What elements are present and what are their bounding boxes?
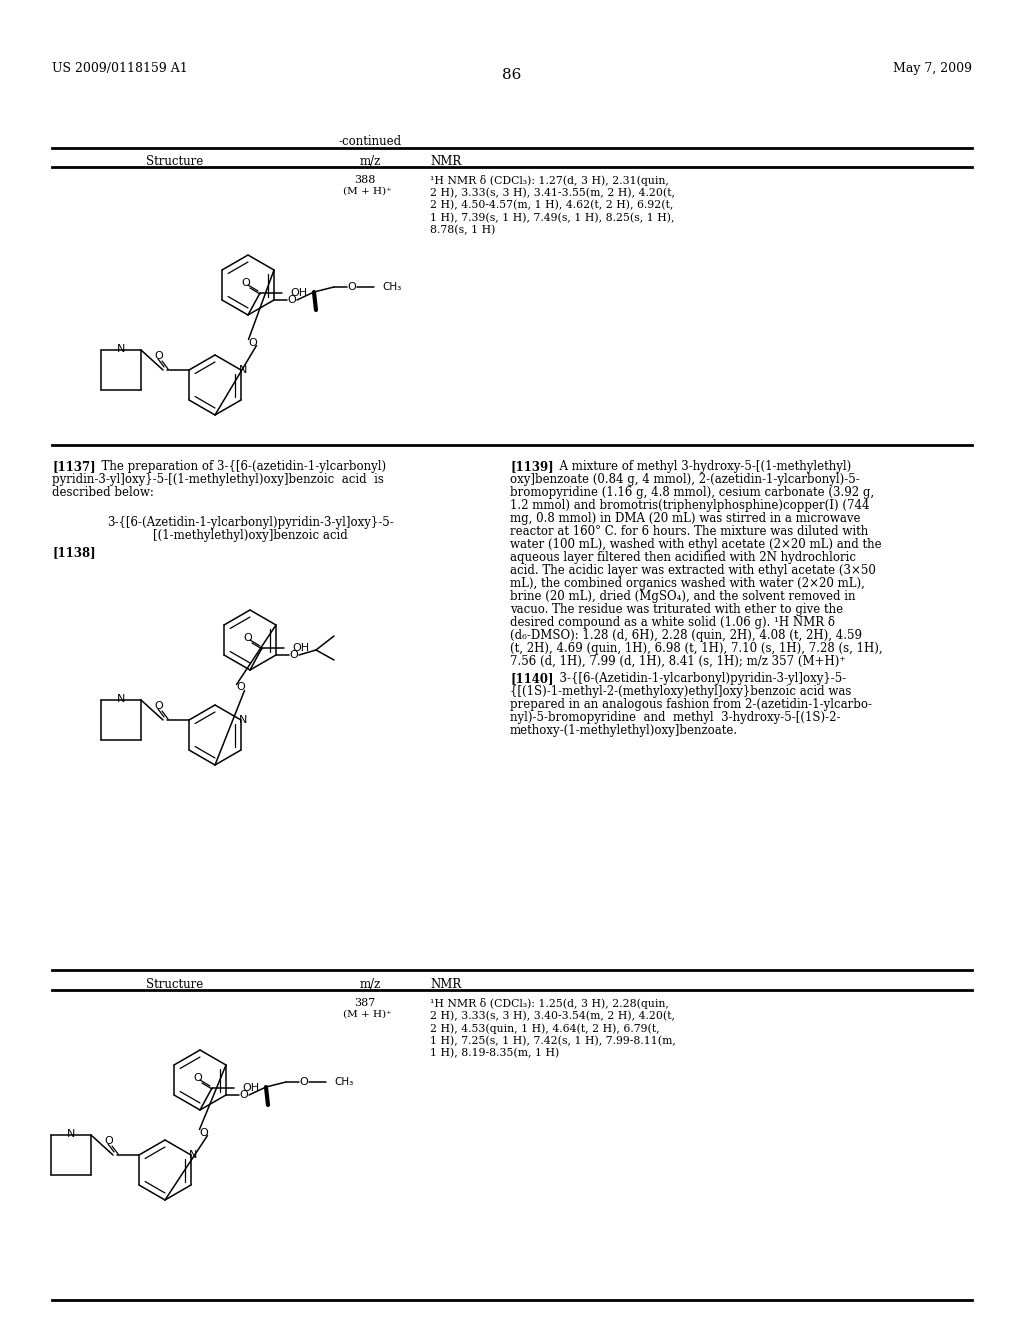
Text: [(1-methylethyl)oxy]benzoic acid: [(1-methylethyl)oxy]benzoic acid [153, 529, 347, 543]
Text: 1 H), 7.25(s, 1 H), 7.42(s, 1 H), 7.99-8.11(m,: 1 H), 7.25(s, 1 H), 7.42(s, 1 H), 7.99-8… [430, 1035, 676, 1045]
Text: O: O [194, 1073, 203, 1082]
Text: 1 H), 8.19-8.35(m, 1 H): 1 H), 8.19-8.35(m, 1 H) [430, 1048, 559, 1059]
Text: N: N [67, 1129, 75, 1139]
Text: {[(1S)-1-methyl-2-(methyloxy)ethyl]oxy}benzoic acid was: {[(1S)-1-methyl-2-(methyloxy)ethyl]oxy}b… [510, 685, 851, 698]
Text: O: O [242, 279, 251, 288]
Text: (M + H)⁺: (M + H)⁺ [343, 1010, 391, 1019]
Text: methoxy-(1-methylethyl)oxy]benzoate.: methoxy-(1-methylethyl)oxy]benzoate. [510, 723, 738, 737]
Text: NMR: NMR [430, 154, 461, 168]
Text: O: O [237, 682, 245, 693]
Text: 388: 388 [354, 176, 376, 185]
Text: acid. The acidic layer was extracted with ethyl acetate (3×50: acid. The acidic layer was extracted wit… [510, 564, 876, 577]
Text: prepared in an analogous fashion from 2-(azetidin-1-ylcarbo-: prepared in an analogous fashion from 2-… [510, 698, 872, 711]
Text: N: N [117, 694, 125, 704]
Text: (d₆-DMSO): 1.28 (d, 6H), 2.28 (quin, 2H), 4.08 (t, 2H), 4.59: (d₆-DMSO): 1.28 (d, 6H), 2.28 (quin, 2H)… [510, 630, 862, 642]
Text: O: O [244, 634, 252, 643]
Text: 2 H), 4.50-4.57(m, 1 H), 4.62(t, 2 H), 6.92(t,: 2 H), 4.50-4.57(m, 1 H), 4.62(t, 2 H), 6… [430, 201, 674, 210]
Text: CH₃: CH₃ [382, 282, 401, 292]
Text: described below:: described below: [52, 486, 154, 499]
Text: O: O [347, 282, 356, 292]
Text: 7.56 (d, 1H), 7.99 (d, 1H), 8.41 (s, 1H); m/z 357 (M+H)⁺: 7.56 (d, 1H), 7.99 (d, 1H), 8.41 (s, 1H)… [510, 655, 846, 668]
Text: nyl)-5-bromopyridine  and  methyl  3-hydroxy-5-[(1S)-2-: nyl)-5-bromopyridine and methyl 3-hydrox… [510, 711, 841, 723]
Text: O: O [155, 351, 164, 360]
Text: [1140]: [1140] [510, 672, 554, 685]
Text: reactor at 160° C. for 6 hours. The mixture was diluted with: reactor at 160° C. for 6 hours. The mixt… [510, 525, 868, 539]
Text: A mixture of methyl 3-hydroxy-5-[(1-methylethyl): A mixture of methyl 3-hydroxy-5-[(1-meth… [552, 459, 851, 473]
Text: NMR: NMR [430, 978, 461, 991]
Text: desired compound as a white solid (1.06 g). ¹H NMR δ: desired compound as a white solid (1.06 … [510, 616, 835, 630]
Text: 3-{[6-(Azetidin-1-ylcarbonyl)pyridin-3-yl]oxy}-5-: 3-{[6-(Azetidin-1-ylcarbonyl)pyridin-3-y… [106, 516, 393, 529]
Text: bromopyridine (1.16 g, 4.8 mmol), cesium carbonate (3.92 g,: bromopyridine (1.16 g, 4.8 mmol), cesium… [510, 486, 874, 499]
Text: May 7, 2009: May 7, 2009 [893, 62, 972, 75]
Text: aqueous layer filtered then acidified with 2N hydrochloric: aqueous layer filtered then acidified wi… [510, 550, 856, 564]
Text: O: O [290, 649, 298, 660]
Text: N: N [239, 715, 247, 725]
Text: 1.2 mmol) and bromotris(triphenylphosphine)copper(I) (744: 1.2 mmol) and bromotris(triphenylphosphi… [510, 499, 869, 512]
Text: Structure: Structure [146, 978, 204, 991]
Text: mL), the combined organics washed with water (2×20 mL),: mL), the combined organics washed with w… [510, 577, 865, 590]
Text: 387: 387 [354, 998, 376, 1008]
Text: O: O [199, 1127, 208, 1138]
Text: OH: OH [290, 288, 307, 298]
Text: N: N [239, 366, 247, 375]
Text: Structure: Structure [146, 154, 204, 168]
Text: O: O [104, 1137, 114, 1146]
Text: 3-{[6-(Azetidin-1-ylcarbonyl)pyridin-3-yl]oxy}-5-: 3-{[6-(Azetidin-1-ylcarbonyl)pyridin-3-y… [552, 672, 846, 685]
Text: mg, 0.8 mmol) in DMA (20 mL) was stirred in a microwave: mg, 0.8 mmol) in DMA (20 mL) was stirred… [510, 512, 860, 525]
Text: oxy]benzoate (0.84 g, 4 mmol), 2-(azetidin-1-ylcarbonyl)-5-: oxy]benzoate (0.84 g, 4 mmol), 2-(azetid… [510, 473, 860, 486]
Text: US 2009/0118159 A1: US 2009/0118159 A1 [52, 62, 187, 75]
Text: N: N [117, 345, 125, 354]
Text: (t, 2H), 4.69 (quin, 1H), 6.98 (t, 1H), 7.10 (s, 1H), 7.28 (s, 1H),: (t, 2H), 4.69 (quin, 1H), 6.98 (t, 1H), … [510, 642, 883, 655]
Text: The preparation of 3-{[6-(azetidin-1-ylcarbonyl): The preparation of 3-{[6-(azetidin-1-ylc… [94, 459, 386, 473]
Text: [1138]: [1138] [52, 546, 95, 558]
Text: m/z: m/z [359, 978, 381, 991]
Text: 2 H), 4.53(quin, 1 H), 4.64(t, 2 H), 6.79(t,: 2 H), 4.53(quin, 1 H), 4.64(t, 2 H), 6.7… [430, 1023, 659, 1034]
Text: pyridin-3-yl]oxy}-5-[(1-methylethyl)oxy]benzoic  acid  is: pyridin-3-yl]oxy}-5-[(1-methylethyl)oxy]… [52, 473, 384, 486]
Text: N: N [188, 1150, 198, 1160]
Text: O: O [288, 294, 296, 305]
Text: 2 H), 3.33(s, 3 H), 3.41-3.55(m, 2 H), 4.20(t,: 2 H), 3.33(s, 3 H), 3.41-3.55(m, 2 H), 4… [430, 187, 675, 198]
Text: CH₃: CH₃ [334, 1077, 353, 1086]
Text: ¹H NMR δ (CDCl₃): 1.27(d, 3 H), 2.31(quin,: ¹H NMR δ (CDCl₃): 1.27(d, 3 H), 2.31(qui… [430, 176, 669, 186]
Text: O: O [240, 1090, 249, 1100]
Text: OH: OH [292, 643, 309, 653]
Text: O: O [248, 338, 257, 347]
Text: brine (20 mL), dried (MgSO₄), and the solvent removed in: brine (20 mL), dried (MgSO₄), and the so… [510, 590, 855, 603]
Text: vacuo. The residue was triturated with ether to give the: vacuo. The residue was triturated with e… [510, 603, 843, 616]
Text: [1137]: [1137] [52, 459, 95, 473]
Text: OH: OH [242, 1082, 259, 1093]
Text: O: O [300, 1077, 308, 1086]
Text: O: O [155, 701, 164, 711]
Text: ¹H NMR δ (CDCl₃): 1.25(d, 3 H), 2.28(quin,: ¹H NMR δ (CDCl₃): 1.25(d, 3 H), 2.28(qui… [430, 998, 669, 1008]
Text: 2 H), 3.33(s, 3 H), 3.40-3.54(m, 2 H), 4.20(t,: 2 H), 3.33(s, 3 H), 3.40-3.54(m, 2 H), 4… [430, 1011, 675, 1020]
Text: -continued: -continued [339, 135, 401, 148]
Text: (M + H)⁺: (M + H)⁺ [343, 187, 391, 195]
Text: 86: 86 [503, 69, 521, 82]
Text: 8.78(s, 1 H): 8.78(s, 1 H) [430, 224, 496, 235]
Text: m/z: m/z [359, 154, 381, 168]
Text: 1 H), 7.39(s, 1 H), 7.49(s, 1 H), 8.25(s, 1 H),: 1 H), 7.39(s, 1 H), 7.49(s, 1 H), 8.25(s… [430, 213, 675, 223]
Text: [1139]: [1139] [510, 459, 554, 473]
Text: water (100 mL), washed with ethyl acetate (2×20 mL) and the: water (100 mL), washed with ethyl acetat… [510, 539, 882, 550]
